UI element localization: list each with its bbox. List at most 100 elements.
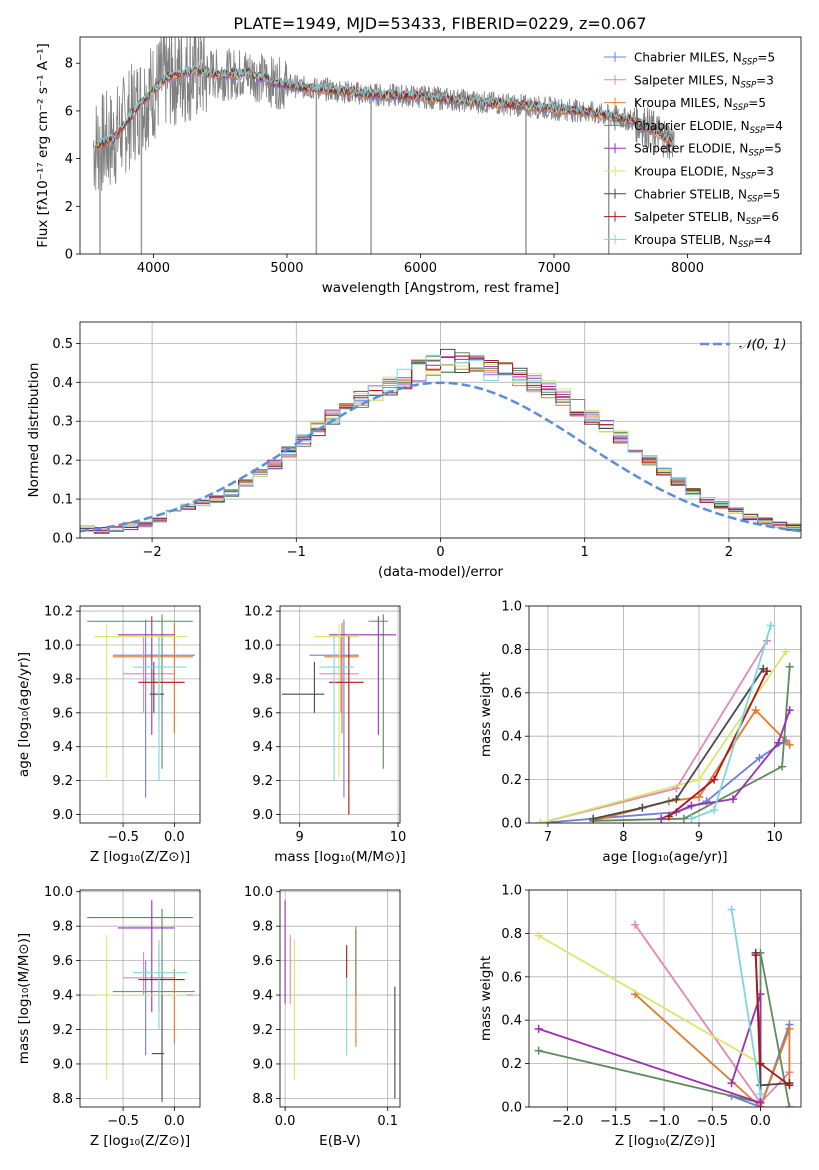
- y-axis-label: mass [log₁₀(M/M⊙)]: [16, 933, 32, 1064]
- x-axis-label: mass [log₁₀(M/M⊙)]: [274, 849, 405, 865]
- y-tick-label: 0.5: [52, 337, 73, 352]
- y-tick-label: 9.6: [252, 954, 273, 969]
- x-tick-label: −1.0: [648, 1114, 680, 1129]
- legend-label-equals: =: [761, 210, 771, 224]
- y-tick-label: 0.3: [52, 415, 73, 430]
- x-tick-label: −2: [143, 545, 162, 560]
- y-tick-label: 6: [65, 104, 73, 119]
- y-tick-label: 8.8: [252, 1092, 273, 1107]
- y-axis-label: age [log₁₀(age/yr)]: [16, 652, 32, 777]
- legend-label-equals: =: [756, 73, 766, 87]
- y-tick-label: 0.0: [501, 817, 522, 832]
- errorbar-chabrier-miles: [112, 960, 195, 1056]
- x-tick-label: 9: [296, 830, 304, 845]
- x-axis-label: Z [log₁₀(Z/Z⊙)]: [615, 1133, 715, 1149]
- series-salpeter-elodie: [657, 706, 794, 823]
- observed-spectrum: [93, 37, 675, 191]
- series-line: [540, 739, 787, 823]
- x-tick-label: 0.0: [275, 1114, 296, 1129]
- x-tick-label: 0.0: [164, 1114, 185, 1129]
- data-point: [534, 1046, 543, 1055]
- data-point: [710, 805, 719, 814]
- y-tick-label: 0.4: [501, 730, 522, 745]
- y-tick-label: 0.2: [52, 454, 73, 469]
- legend-label-count: 3: [766, 165, 774, 179]
- spectrum-panel: 4000 5000 6000 7000 8000 0 2 4 6 8 wavelength [Ang…: [35, 36, 802, 296]
- series-line: [730, 909, 762, 1095]
- data-point: [729, 795, 737, 804]
- y-tick-label: 9.2: [252, 1023, 273, 1038]
- y-tick-label: 9.4: [52, 740, 73, 755]
- legend-label-equals: =: [764, 142, 774, 156]
- y-tick-label: 9.0: [252, 1057, 273, 1072]
- errorbar-salpeter-miles: [123, 636, 175, 713]
- y-tick-label: 10.2: [44, 605, 73, 620]
- x-tick-label: 0.1: [377, 1114, 398, 1129]
- x-tick-label: −0.5: [107, 1114, 139, 1129]
- y-tick-label: 1.0: [501, 884, 522, 899]
- legend-label-subscript: SSP: [733, 103, 749, 113]
- data-point: [774, 738, 783, 747]
- x-tick-label: 4000: [137, 261, 170, 276]
- legend-label: Kroupa ELODIE, NSSP=3: [634, 165, 774, 182]
- model-fit-kroupa-stelib: [95, 64, 675, 147]
- errorbar-salpeter-stelib: [329, 636, 364, 815]
- y-tick-label: 10.0: [244, 885, 273, 900]
- y-tick-label: 10.0: [244, 638, 273, 653]
- errorbar-chabrier-elodie: [87, 908, 193, 996]
- data-point: [781, 647, 790, 656]
- errorbar-kroupa-elodie: [94, 934, 187, 1080]
- errorbar-chabrier-miles: [112, 619, 195, 798]
- legend-label-equals: =: [754, 233, 764, 247]
- data-point: [778, 762, 787, 771]
- legend-label-count: 5: [758, 96, 766, 110]
- x-tick-label: 0.0: [750, 1114, 771, 1129]
- series-kroupa-elodie: [534, 931, 765, 1068]
- data-point: [695, 792, 703, 801]
- y-axis-label: Flux [fλ10⁻¹⁷ erg cm⁻² s⁻¹ A⁻¹]: [35, 43, 51, 248]
- axes-frame: [528, 889, 802, 1108]
- data-point: [785, 706, 794, 715]
- y-tick-label: 9.2: [252, 774, 273, 789]
- errorbar-salpeter-miles: [123, 952, 175, 996]
- errorbar-kroupa-miles: [324, 622, 359, 734]
- legend-label-text: Salpeter STELIB, N: [634, 210, 746, 224]
- y-tick-label: 4: [65, 152, 73, 167]
- x-tick-label: −0.5: [696, 1114, 728, 1129]
- y-axis-label: Normed distribution: [26, 363, 42, 498]
- y-tick-label: 9.0: [52, 808, 73, 823]
- legend-label: Chabrier ELODIE, NSSP=4: [634, 119, 783, 136]
- y-tick-label: 0.8: [501, 643, 522, 658]
- y-tick-label: 9.2: [52, 1023, 73, 1038]
- data-point: [785, 1103, 794, 1107]
- data-point: [631, 920, 640, 929]
- data-point: [751, 706, 760, 715]
- legend-label-count: 5: [774, 142, 782, 156]
- data-point: [785, 1081, 794, 1090]
- legend-label-count: 5: [773, 187, 781, 201]
- axes-frame: [79, 36, 802, 255]
- data-point: [755, 753, 764, 762]
- data-point: [536, 819, 545, 823]
- data-point: [695, 775, 703, 784]
- axes-frame: [79, 321, 802, 539]
- y-tick-label: 0.4: [501, 1014, 522, 1029]
- y-axis-label: mass weight: [478, 672, 494, 757]
- data-point: [657, 814, 666, 823]
- y-tick-label: 0.6: [501, 970, 522, 985]
- legend-label-subscript: SSP: [747, 194, 763, 204]
- errorbar-chabrier-stelib: [281, 661, 325, 713]
- errorbar-kroupa-stelib: [133, 939, 187, 1030]
- y-tick-label: 0.6: [501, 686, 522, 701]
- x-axis-label: E(B-V): [319, 1133, 361, 1149]
- normal-curve: [80, 381, 801, 533]
- series-line: [540, 651, 787, 823]
- data-point: [756, 1089, 765, 1098]
- legend-label: Salpeter ELODIE, NSSP=5: [634, 142, 782, 159]
- massweight-vs-age-panel: 7 8 9 10 0.0 0.2 0.4 0.6 0.8 1.0 age [log₁₀(age/yr…: [478, 600, 802, 865]
- histogram-kroupa-stelib: [80, 354, 801, 533]
- x-tick-label: −2.0: [552, 1114, 584, 1129]
- series-line: [593, 666, 791, 822]
- figure-title: PLATE=1949, MJD=53433, FIBERID=0229, z=0…: [233, 14, 646, 33]
